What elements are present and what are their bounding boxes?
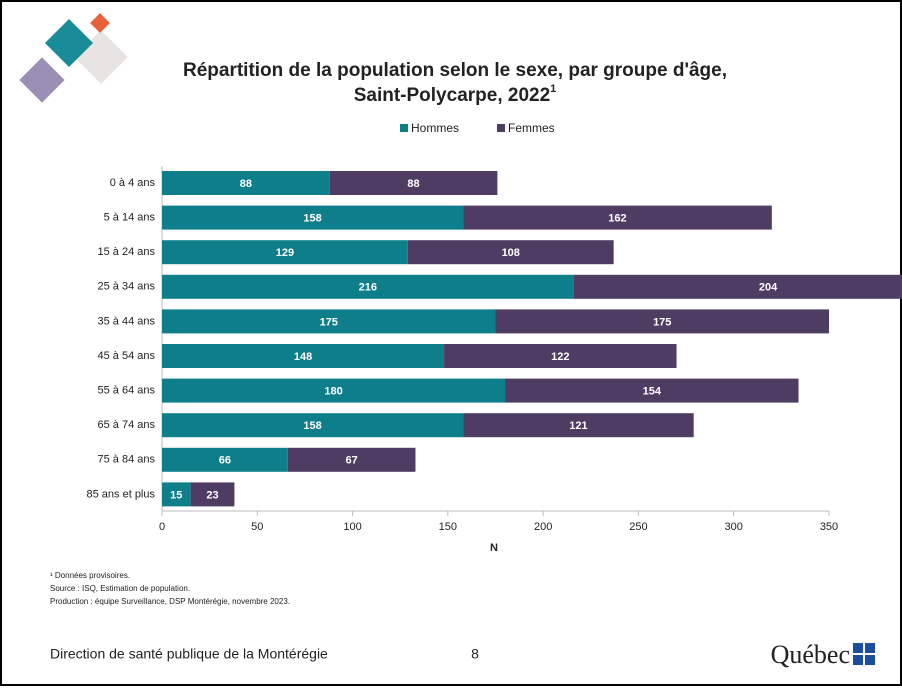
y-tick-label: 35 à 44 ans xyxy=(98,315,156,327)
bar-segment xyxy=(162,413,464,438)
note: Production : équipe Surveillance, DSP Mo… xyxy=(50,597,290,606)
legend-swatch xyxy=(400,124,408,132)
value-label: 158 xyxy=(303,213,321,225)
bar-segment xyxy=(573,274,902,299)
value-label: 88 xyxy=(240,178,252,190)
value-label: 108 xyxy=(502,247,520,259)
bar-segment xyxy=(463,205,772,230)
note: Source : ISQ, Estimation de population. xyxy=(50,584,190,593)
x-tick-label: 100 xyxy=(343,521,361,533)
x-tick-label: 350 xyxy=(820,521,838,533)
bar-segment xyxy=(162,378,506,403)
y-tick-label: 85 ans et plus xyxy=(87,488,156,500)
bar-segment xyxy=(407,240,614,265)
bar-segment xyxy=(463,413,694,438)
value-label: 180 xyxy=(324,386,342,398)
x-tick-label: 300 xyxy=(725,521,743,533)
x-tick-label: 250 xyxy=(629,521,647,533)
value-label: 66 xyxy=(219,455,231,467)
page-number: 8 xyxy=(471,646,479,662)
value-label: 148 xyxy=(294,351,312,363)
legend-swatch xyxy=(497,124,505,132)
bar-segment xyxy=(162,171,330,195)
y-tick-label: 45 à 54 ans xyxy=(98,350,156,362)
value-label: 23 xyxy=(206,489,218,501)
bar-segment xyxy=(495,309,829,334)
y-tick-label: 0 à 4 ans xyxy=(110,177,156,189)
bar-segment xyxy=(162,205,464,230)
y-tick-label: 5 à 14 ans xyxy=(104,212,156,224)
y-tick-label: 55 à 64 ans xyxy=(98,385,156,397)
flag-icon xyxy=(853,643,875,665)
value-label: 162 xyxy=(608,213,626,225)
bar-segment xyxy=(444,344,677,368)
bar-segment xyxy=(162,240,408,265)
title-superscript: 1 xyxy=(550,83,556,95)
y-tick-label: 75 à 84 ans xyxy=(98,454,156,466)
value-label: 129 xyxy=(276,247,294,259)
x-tick-label: 200 xyxy=(534,521,552,533)
note: ¹ Données provisoires. xyxy=(50,571,130,580)
value-label: 175 xyxy=(320,316,338,328)
value-label: 88 xyxy=(407,178,419,190)
bar-segment xyxy=(190,482,235,507)
legend-label: Hommes xyxy=(411,121,459,135)
x-tick-label: 150 xyxy=(439,521,457,533)
x-tick-label: 0 xyxy=(159,521,165,533)
value-label: 158 xyxy=(303,420,321,432)
value-label: 204 xyxy=(759,282,778,294)
y-tick-label: 15 à 24 ans xyxy=(98,246,156,258)
value-label: 15 xyxy=(170,489,182,501)
bar-segment xyxy=(162,309,496,334)
chart-title-line: Saint-Polycarpe, 2022 xyxy=(354,85,550,106)
footer-logo: Québec xyxy=(771,640,850,669)
bar-segment xyxy=(287,447,416,472)
value-label: 121 xyxy=(569,420,587,432)
bar-segment xyxy=(162,344,445,368)
bar-segment xyxy=(162,447,288,472)
chart-title: Saint-Polycarpe, 20221 xyxy=(354,83,557,106)
bar-segment xyxy=(505,378,799,403)
value-label: 122 xyxy=(551,351,569,363)
x-tick-label: 50 xyxy=(251,521,263,533)
bar-segment xyxy=(329,171,498,195)
value-label: 175 xyxy=(653,316,671,328)
chart-title: Répartition de la population selon le se… xyxy=(183,60,727,81)
y-tick-label: 65 à 74 ans xyxy=(98,419,156,431)
legend-label: Femmes xyxy=(508,121,555,135)
footer-organization: Direction de santé publique de la Montér… xyxy=(50,646,328,662)
value-label: 67 xyxy=(345,455,357,467)
value-label: 154 xyxy=(643,386,662,398)
bar-segment xyxy=(162,482,191,507)
x-axis-title: N xyxy=(490,542,498,554)
y-tick-label: 25 à 34 ans xyxy=(98,281,156,293)
bar-segment xyxy=(162,274,574,299)
value-label: 216 xyxy=(359,282,377,294)
